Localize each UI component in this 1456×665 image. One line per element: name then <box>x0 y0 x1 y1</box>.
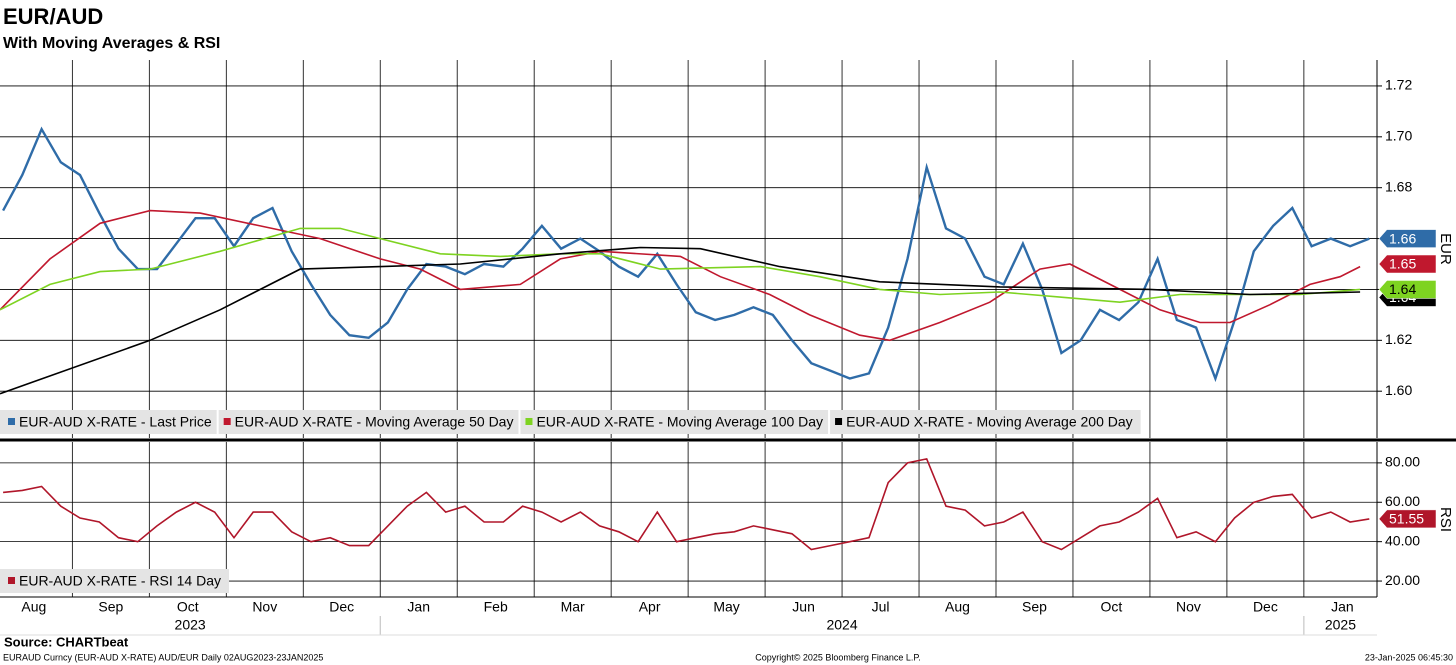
legend-swatch <box>8 577 15 584</box>
chart-title: EUR/AUD <box>3 4 103 29</box>
source: Source: CHARTbeat <box>4 634 129 649</box>
x-tick-label: Mar <box>561 599 585 615</box>
legend-label: EUR-AUD X-RATE - Moving Average 200 Day <box>846 414 1133 430</box>
legend-label: EUR-AUD X-RATE - Last Price <box>19 414 212 430</box>
x-tick-label: Jun <box>792 599 815 615</box>
y-axis-label: EUR <box>1437 233 1454 265</box>
series-line <box>0 227 1361 311</box>
x-tick-label: Nov <box>252 599 277 615</box>
x-tick-label: Sep <box>98 599 123 615</box>
x-tick-label: Apr <box>639 599 661 615</box>
legend-label: EUR-AUD X-RATE - Moving Average 50 Day <box>235 414 514 430</box>
end-label: 1.65 <box>1389 256 1416 272</box>
legend-swatch <box>8 418 15 425</box>
x-tick-label: Aug <box>945 599 970 615</box>
end-tag <box>1378 280 1437 299</box>
x-tick-label: Oct <box>1101 599 1123 615</box>
end-label: 51.55 <box>1389 511 1424 527</box>
y-tick-label: 1.72 <box>1385 77 1412 93</box>
legend-label: EUR-AUD X-RATE - Moving Average 100 Day <box>536 414 823 430</box>
series-line <box>0 209 1361 342</box>
end-label: 1.64 <box>1389 281 1416 297</box>
year-label: 2024 <box>826 617 857 633</box>
series-line <box>0 246 1361 395</box>
y-tick-label: 60.00 <box>1385 493 1420 509</box>
footer-right: 23-Jan-2025 06:45:30 <box>1365 652 1453 662</box>
y-axis-label: RSI <box>1437 507 1454 532</box>
footer-left: EURAUD Curncy (EUR-AUD X-RATE) AUD/EUR D… <box>3 652 323 662</box>
series-line <box>2 126 1370 383</box>
year-label: 2025 <box>1325 617 1356 633</box>
legend-swatch <box>525 418 533 425</box>
legend-swatch <box>223 418 231 425</box>
legend-gap <box>216 410 219 434</box>
x-tick-label: Sep <box>1022 599 1047 615</box>
end-tag <box>1378 229 1437 248</box>
y-tick-label: 80.00 <box>1385 454 1420 470</box>
y-tick-label: 1.60 <box>1385 382 1412 398</box>
legend-bg <box>0 410 1141 434</box>
x-tick-label: Aug <box>21 599 46 615</box>
x-tick-label: Jan <box>407 599 430 615</box>
legend-gap <box>828 410 831 434</box>
x-tick-label: Jul <box>872 599 890 615</box>
end-label: 1.66 <box>1389 230 1416 246</box>
legend-label: EUR-AUD X-RATE - RSI 14 Day <box>19 573 221 589</box>
x-tick-label: Jan <box>1331 599 1354 615</box>
x-tick-label: Dec <box>329 599 354 615</box>
y-tick-label: 20.00 <box>1385 572 1420 588</box>
y-tick-label: 1.70 <box>1385 128 1412 144</box>
x-tick-label: Nov <box>1176 599 1201 615</box>
year-label: 2023 <box>175 617 206 633</box>
end-tag <box>1378 254 1437 274</box>
legend-bg <box>0 569 229 593</box>
x-tick-label: May <box>713 599 739 615</box>
x-tick-label: Feb <box>484 599 508 615</box>
y-tick-label: 1.68 <box>1385 178 1412 194</box>
x-tick-label: Dec <box>1253 599 1278 615</box>
footer-center: Copyright© 2025 Bloomberg Finance L.P. <box>755 652 921 662</box>
y-tick-label: 40.00 <box>1385 532 1420 548</box>
legend-swatch <box>835 418 843 425</box>
x-tick-label: Oct <box>177 599 199 615</box>
y-tick-label: 1.62 <box>1385 331 1412 347</box>
end-tag <box>1378 509 1437 529</box>
legend-gap <box>518 410 521 434</box>
series-line <box>3 457 1370 551</box>
chart-subtitle: With Moving Averages & RSI <box>3 35 220 52</box>
